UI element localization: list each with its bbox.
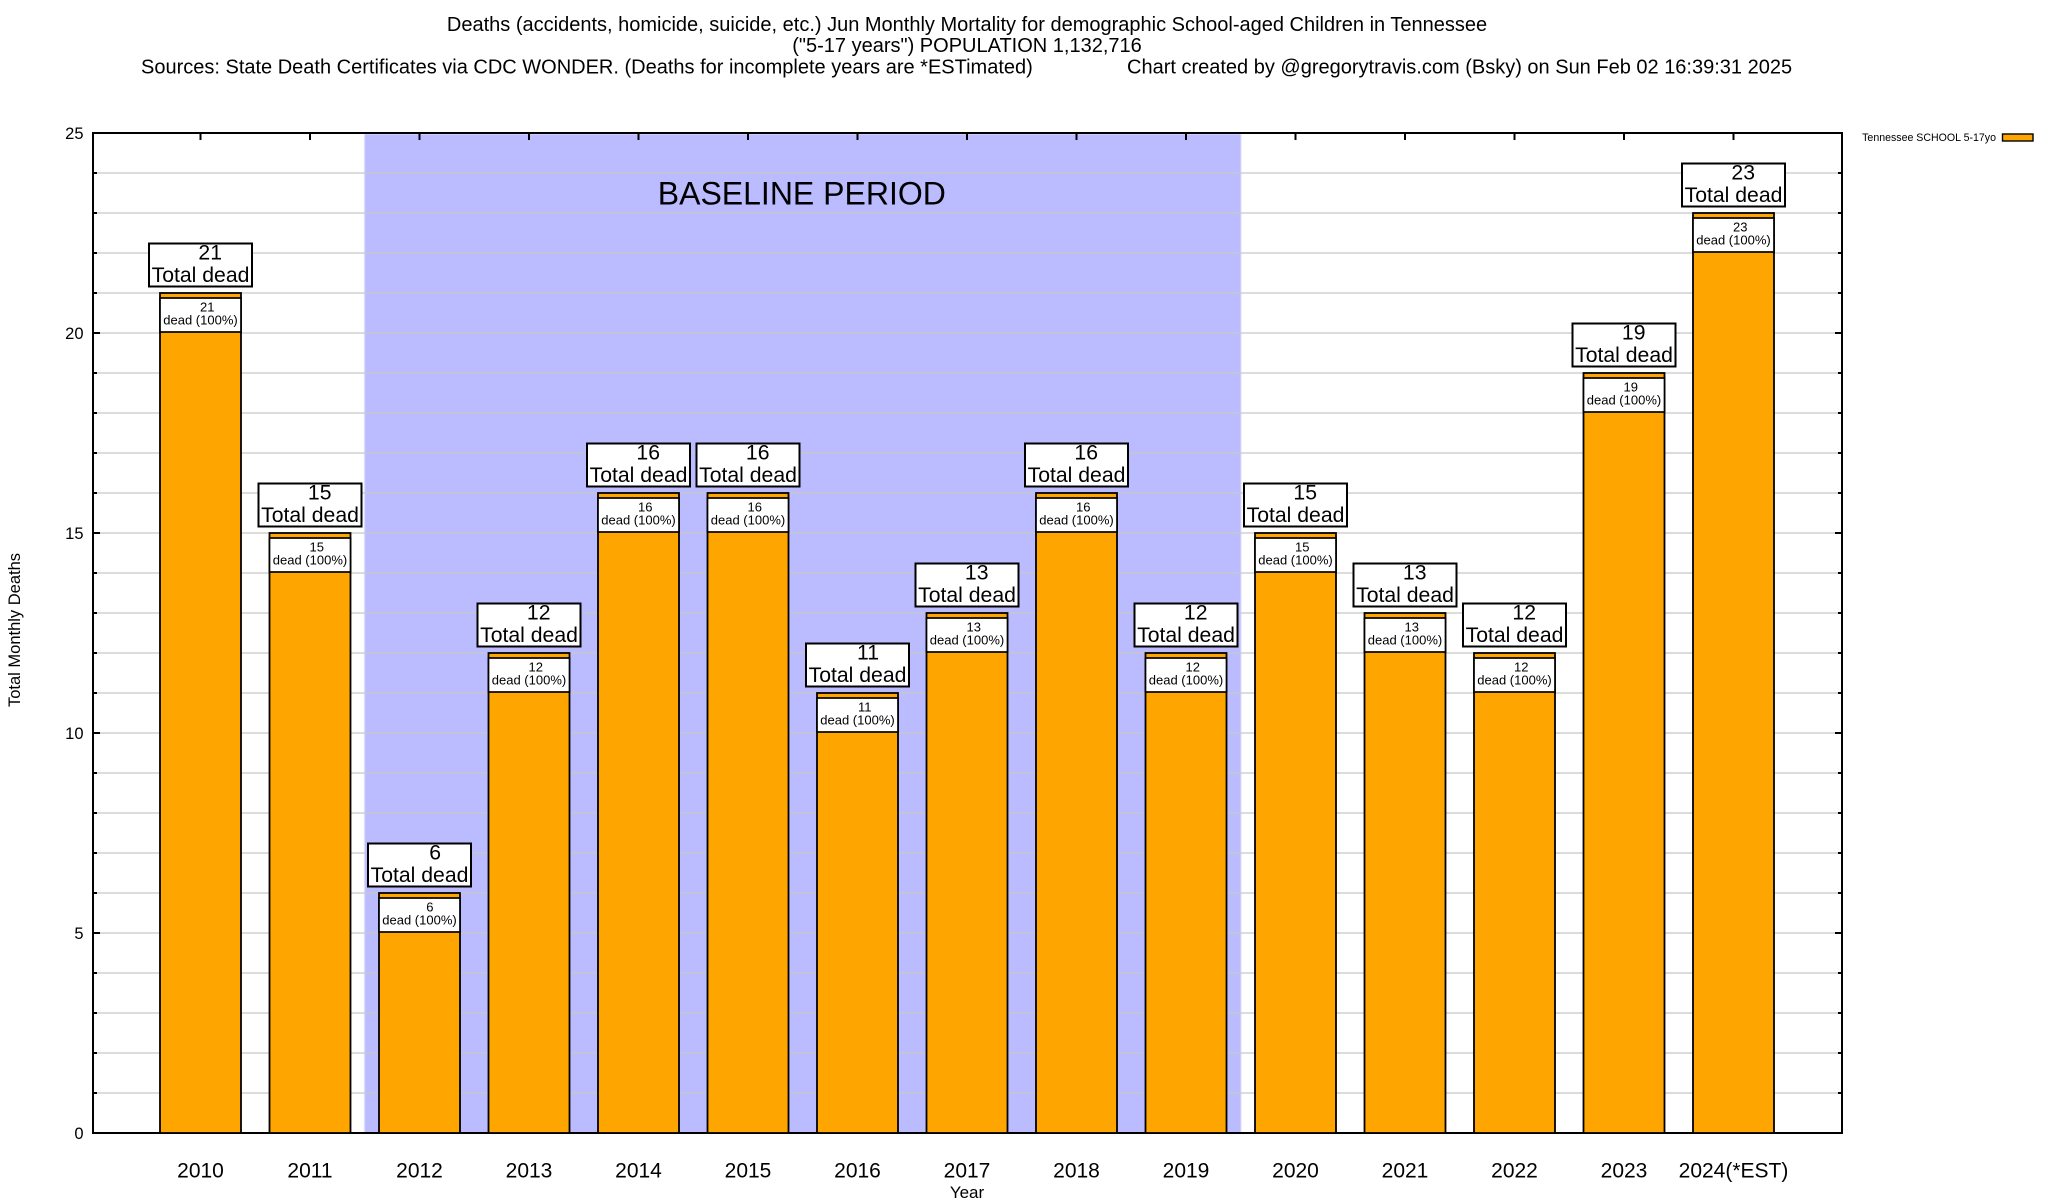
svg-text:dead (100%): dead (100%) — [1149, 673, 1223, 688]
svg-text:15: 15 — [65, 525, 83, 543]
svg-text:Total dead: Total dead — [918, 584, 1016, 607]
svg-text:dead (100%): dead (100%) — [163, 313, 237, 328]
svg-text:5: 5 — [74, 925, 83, 943]
svg-text:Total dead: Total dead — [1575, 344, 1673, 367]
svg-text:2022: 2022 — [1491, 1159, 1538, 1182]
svg-text:23: 23 — [1731, 162, 1755, 185]
svg-text:Year: Year — [950, 1183, 985, 1200]
svg-text:2012: 2012 — [396, 1159, 443, 1182]
svg-text:15: 15 — [308, 482, 332, 505]
svg-text:16: 16 — [638, 499, 652, 514]
svg-text:21: 21 — [198, 242, 222, 265]
svg-text:12: 12 — [1514, 659, 1528, 674]
svg-text:dead (100%): dead (100%) — [1368, 633, 1442, 648]
svg-text:2016: 2016 — [834, 1159, 881, 1182]
svg-text:6: 6 — [429, 842, 441, 865]
svg-text:Total dead: Total dead — [699, 464, 797, 487]
svg-text:Total dead: Total dead — [480, 624, 578, 647]
svg-text:dead (100%): dead (100%) — [1039, 513, 1113, 528]
svg-text:21: 21 — [200, 299, 214, 314]
svg-text:Total dead: Total dead — [1028, 464, 1126, 487]
svg-text:16: 16 — [636, 442, 660, 465]
svg-text:13: 13 — [967, 619, 981, 634]
svg-text:2011: 2011 — [287, 1159, 332, 1182]
svg-text:2019: 2019 — [1163, 1159, 1210, 1182]
svg-text:13: 13 — [1405, 619, 1419, 634]
svg-text:dead (100%): dead (100%) — [1477, 673, 1551, 688]
svg-text:("5-17 years") POPULATION 1,13: ("5-17 years") POPULATION 1,132,716 — [792, 35, 1142, 57]
svg-text:Total dead: Total dead — [809, 664, 907, 687]
svg-text:Total dead: Total dead — [1247, 504, 1345, 527]
svg-text:Total dead: Total dead — [590, 464, 688, 487]
svg-text:Total dead: Total dead — [1356, 584, 1454, 607]
svg-text:0: 0 — [74, 1125, 83, 1143]
svg-text:20: 20 — [65, 325, 83, 343]
svg-text:12: 12 — [527, 602, 551, 625]
svg-text:dead (100%): dead (100%) — [273, 553, 347, 568]
svg-text:25: 25 — [65, 125, 83, 143]
svg-text:15: 15 — [1295, 539, 1309, 554]
svg-text:19: 19 — [1624, 379, 1638, 394]
svg-text:dead (100%): dead (100%) — [601, 513, 675, 528]
svg-text:Deaths (accidents, homicide, s: Deaths (accidents, homicide, suicide, et… — [447, 14, 1487, 36]
svg-text:15: 15 — [310, 539, 324, 554]
svg-text:dead (100%): dead (100%) — [930, 633, 1004, 648]
svg-text:6: 6 — [426, 899, 433, 914]
svg-text:13: 13 — [965, 562, 989, 585]
svg-text:dead (100%): dead (100%) — [1696, 233, 1770, 248]
svg-text:BASELINE PERIOD: BASELINE PERIOD — [658, 176, 946, 212]
svg-text:2010: 2010 — [177, 1159, 224, 1182]
svg-text:2017: 2017 — [944, 1159, 991, 1182]
svg-text:2024(*EST): 2024(*EST) — [1679, 1159, 1789, 1182]
svg-text:Total dead: Total dead — [1137, 624, 1235, 647]
svg-text:12: 12 — [529, 659, 543, 674]
svg-text:16: 16 — [1074, 442, 1098, 465]
svg-text:2015: 2015 — [725, 1159, 772, 1182]
svg-text:dead (100%): dead (100%) — [1258, 553, 1332, 568]
svg-text:12: 12 — [1186, 659, 1200, 674]
svg-text:dead (100%): dead (100%) — [711, 513, 785, 528]
svg-text:2013: 2013 — [506, 1159, 553, 1182]
svg-text:12: 12 — [1184, 602, 1208, 625]
svg-text:dead (100%): dead (100%) — [382, 913, 456, 928]
svg-text:Total Monthly Deaths: Total Monthly Deaths — [6, 553, 24, 707]
svg-text:2023: 2023 — [1601, 1159, 1648, 1182]
svg-text:Total dead: Total dead — [371, 864, 469, 887]
svg-text:10: 10 — [65, 725, 83, 743]
svg-text:16: 16 — [746, 442, 770, 465]
svg-text:2020: 2020 — [1272, 1159, 1319, 1182]
svg-text:23: 23 — [1733, 219, 1747, 234]
svg-text:11: 11 — [857, 642, 879, 665]
svg-text:Total dead: Total dead — [1466, 624, 1564, 647]
svg-text:Chart created by @gregorytravi: Chart created by @gregorytravis.com (Bsk… — [1127, 57, 1792, 79]
svg-text:Total dead: Total dead — [152, 264, 250, 287]
svg-text:13: 13 — [1403, 562, 1427, 585]
svg-text:Total dead: Total dead — [261, 504, 359, 527]
svg-text:11: 11 — [858, 699, 872, 714]
svg-text:2014: 2014 — [615, 1159, 662, 1182]
svg-text:Total dead: Total dead — [1685, 184, 1783, 207]
svg-text:12: 12 — [1512, 602, 1536, 625]
svg-text:2021: 2021 — [1382, 1159, 1429, 1182]
svg-text:Tennessee SCHOOL 5-17yo: Tennessee SCHOOL 5-17yo — [1862, 132, 1996, 144]
svg-text:19: 19 — [1622, 322, 1646, 345]
svg-text:16: 16 — [1076, 499, 1090, 514]
svg-text:Sources: State Death Certifica: Sources: State Death Certificates via CD… — [141, 57, 1033, 79]
svg-text:16: 16 — [748, 499, 762, 514]
svg-text:dead (100%): dead (100%) — [1587, 393, 1661, 408]
svg-text:dead (100%): dead (100%) — [820, 713, 894, 728]
svg-text:2018: 2018 — [1053, 1159, 1100, 1182]
svg-text:15: 15 — [1293, 482, 1317, 505]
svg-text:dead (100%): dead (100%) — [492, 673, 566, 688]
